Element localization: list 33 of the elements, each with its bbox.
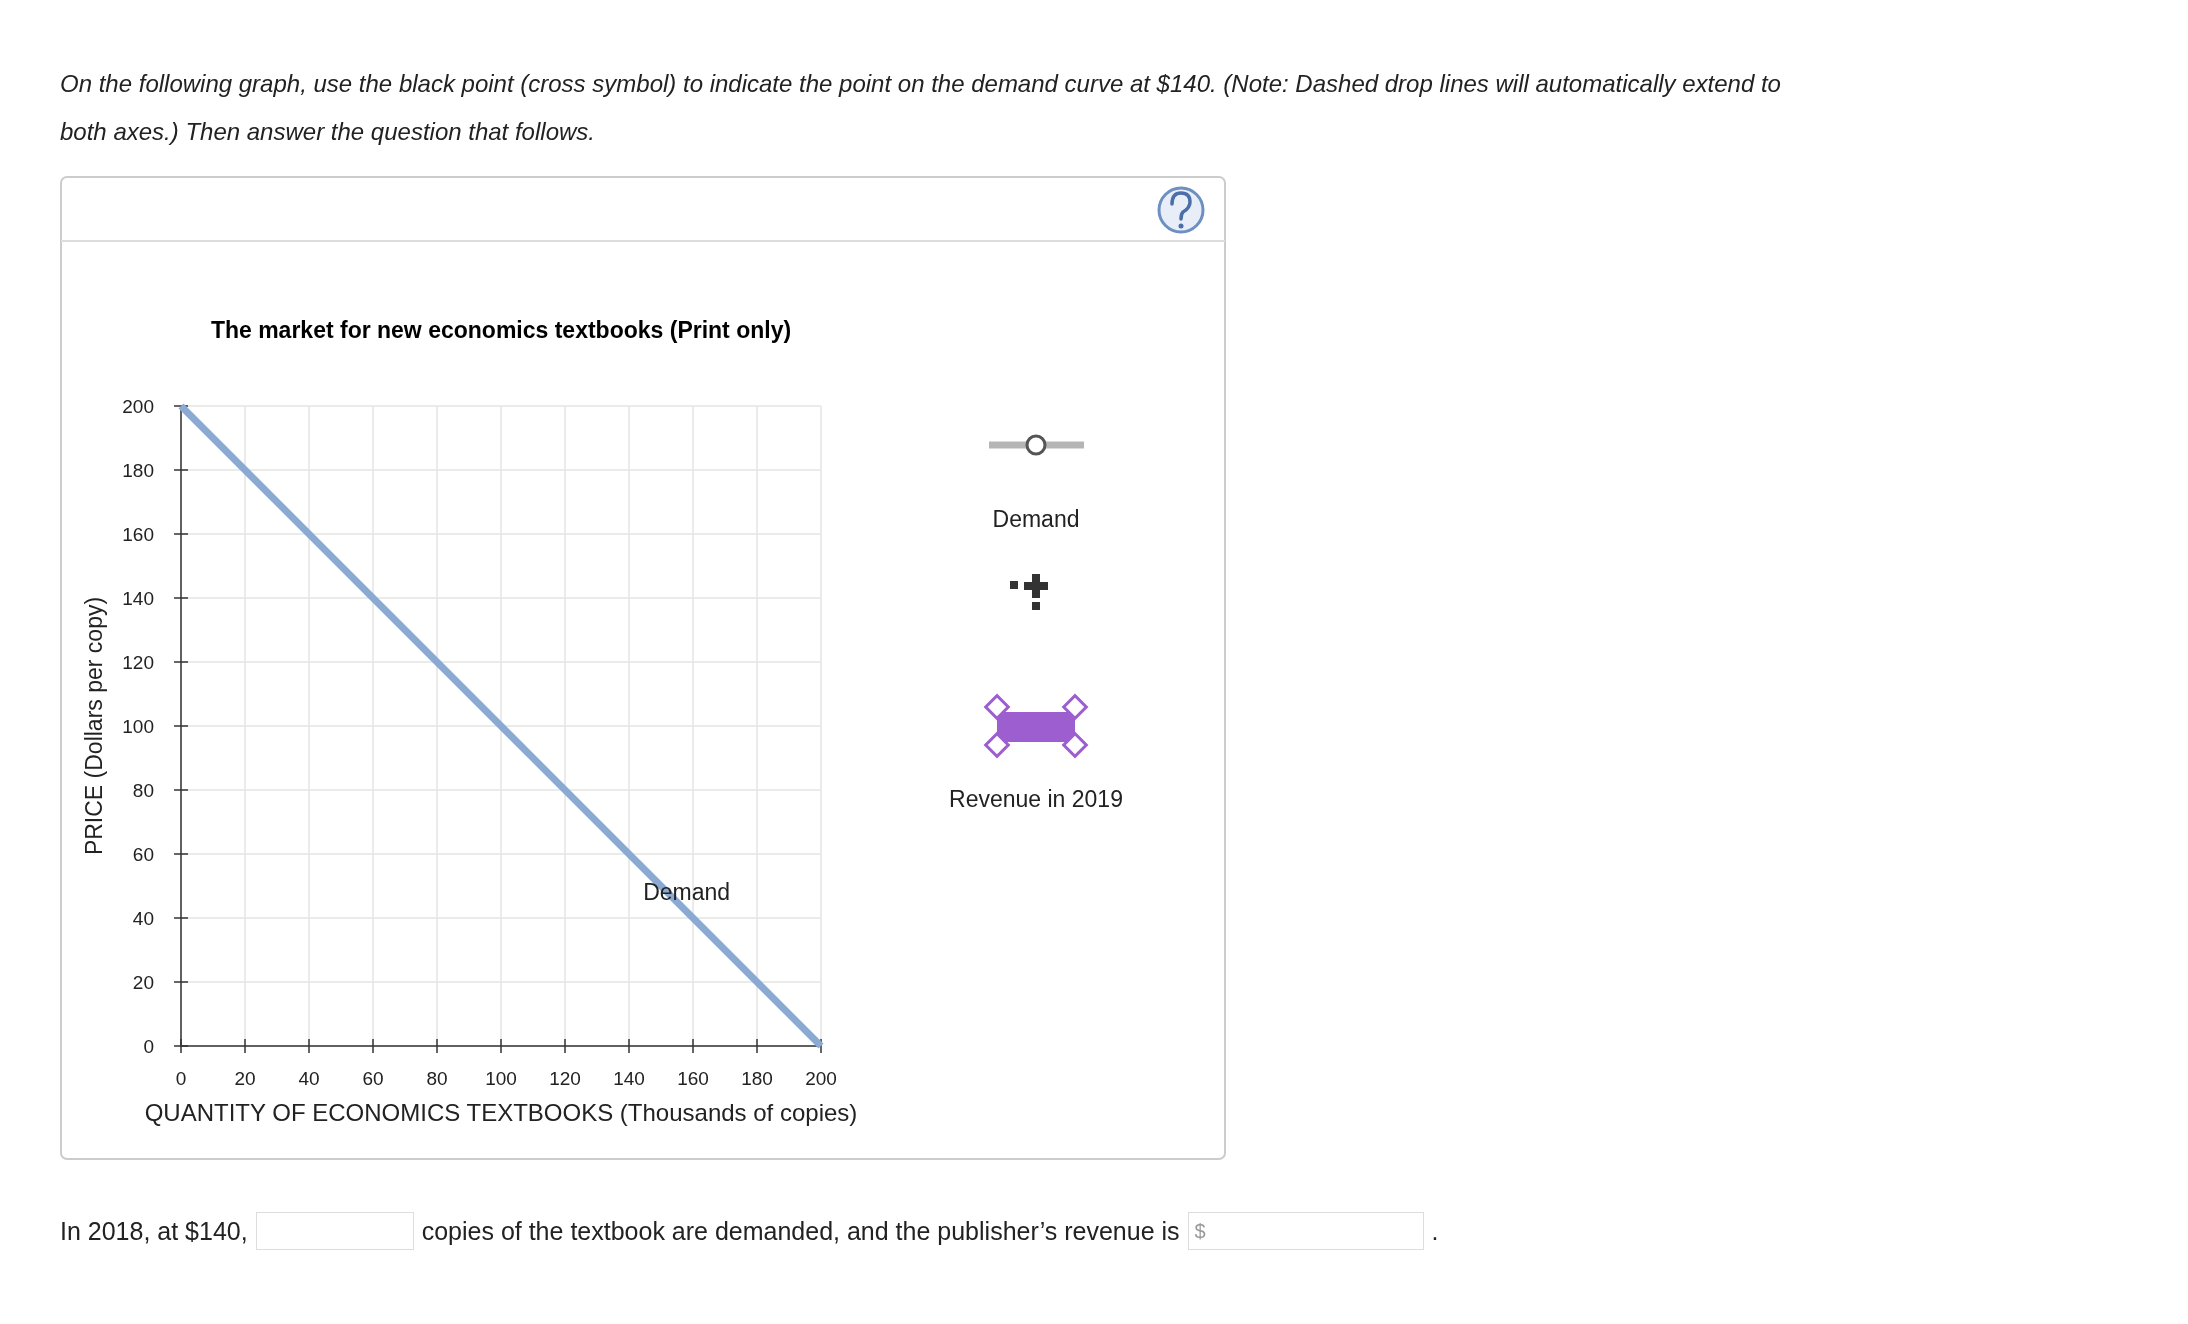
x-tick-label: 0 [175,1068,187,1089]
x-tick-label: 60 [362,1068,384,1089]
x-tick-label: 120 [549,1068,581,1089]
text: . [1431,1216,1439,1246]
y-tick-label: 40 [132,908,154,929]
series-label: Demand [643,878,731,905]
y-tick-label: 120 [122,652,154,673]
y-tick-label: 160 [122,524,154,545]
x-tick-label: 160 [677,1068,709,1089]
text: Demand [992,506,1080,532]
x-tick-label: 140 [613,1068,645,1089]
y-tick-label: 180 [122,460,154,481]
y-tick-label: 0 [143,1036,154,1057]
x-tick-label: 20 [234,1068,256,1089]
y-axis-title: PRICE (Dollars per copy) [81,596,107,856]
y-tick-label: 80 [132,780,154,801]
y-tick-label: 20 [132,972,154,993]
x-tick-label: 40 [298,1068,320,1089]
x-tick-label: 80 [426,1068,448,1089]
y-tick-label: 200 [122,396,154,417]
text: copies of the textbook are demanded, and the publisher’s revenue is [421,1216,1180,1246]
y-tick-label: 100 [122,716,154,737]
text: In 2018, at $140, [60,1216,248,1246]
y-tick-label: 60 [132,844,154,865]
x-tick-label: 200 [805,1068,837,1089]
x-tick-label: 180 [741,1068,773,1089]
x-tick-label: 100 [485,1068,517,1089]
x-axis-title: QUANTITY OF ECONOMICS TEXTBOOKS (Thousands of copies) [144,1099,858,1126]
text: Revenue in 2019 [949,786,1123,812]
text: On the following graph, use the black point (cross symbol) to indicate the point on the demand curve at $140. (Note: Dashed drop lines will automatically extend to both axes.) Then answer the question that follows. [60,69,1782,147]
y-tick-label: 140 [122,588,154,609]
text-field: $ [1187,1212,1424,1250]
chart-title: The market for new economics textbooks (Print only) [210,317,792,343]
